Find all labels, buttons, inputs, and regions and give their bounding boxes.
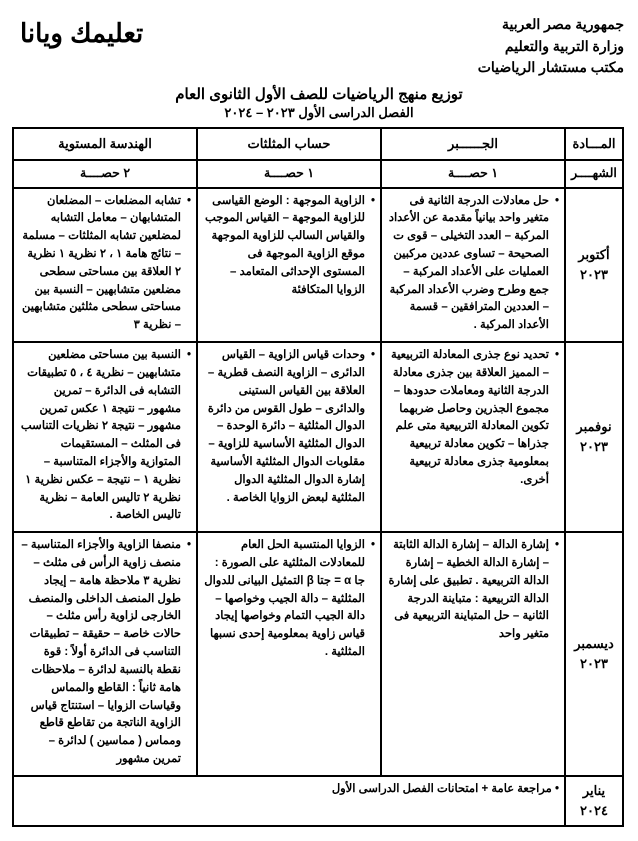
nov-trig: وحدات قياس الزاوية – القياس الدائرى – ال…	[197, 342, 381, 532]
month-december: ديسمبر ٢٠٢٣	[565, 532, 623, 776]
period-row: الشهــــر ١ حصــــة ١ حصــــة ٢ حصــــة	[13, 160, 623, 187]
ministry-line-1: جمهورية مصر العربية	[478, 14, 624, 36]
nov-geom: النسبة بين مساحتى مضلعين متشابهين – نظري…	[13, 342, 197, 532]
col-algebra: الجــــــبر	[381, 128, 565, 160]
row-december: ديسمبر ٢٠٢٣ إشارة الدالة – إشارة الدالة …	[13, 532, 623, 776]
ministry-line-2: وزارة التربية والتعليم	[478, 36, 624, 58]
period-2: ١ حصــــة	[197, 160, 381, 187]
month-january: يناير ٢٠٢٤	[565, 776, 623, 826]
row-october: أكتوبر ٢٠٢٣ حل معادلات الدرجة الثانية فى…	[13, 188, 623, 343]
doc-subtitle: الفصل الدراسى الأول ٢٠٢٣ – ٢٠٢٤	[14, 105, 624, 121]
row-january: يناير ٢٠٢٤ • مراجعة عامة + امتحانات الفص…	[13, 776, 623, 826]
watermark-text: تعليمك ويانا	[14, 14, 143, 49]
row-november: نوفمبر ٢٠٢٣ تحديد نوع جذرى المعادلة التر…	[13, 342, 623, 532]
oct-trig: الزاوية الموجهة : الوضع القياسى للزاوية …	[197, 188, 381, 343]
dec-algebra: إشارة الدالة – إشارة الدالة الثابتة – إش…	[381, 532, 565, 776]
period-1: ١ حصــــة	[381, 160, 565, 187]
oct-geom: تشابه المضلعات – المضلعان المتشابهان – م…	[13, 188, 197, 343]
nov-algebra: تحديد نوع جذرى المعادلة التربيعية – المم…	[381, 342, 565, 532]
col-subject: المـــادة	[565, 128, 623, 160]
dec-geom: منصفا الزاوية والأجزاء المتناسبة – منصف …	[13, 532, 197, 776]
header: جمهورية مصر العربية وزارة التربية والتعل…	[14, 14, 624, 79]
period-label: الشهــــر	[565, 160, 623, 187]
dec-trig: الزوايا المنتسبة الحل العام للمعادلات ال…	[197, 532, 381, 776]
curriculum-table: المـــادة الجــــــبر حساب المثلثات الهن…	[12, 127, 624, 827]
period-3: ٢ حصــــة	[13, 160, 197, 187]
header-row: المـــادة الجــــــبر حساب المثلثات الهن…	[13, 128, 623, 160]
jan-content: • مراجعة عامة + امتحانات الفصل الدراسى ا…	[13, 776, 565, 826]
doc-title: توزيع منهج الرياضيات للصف الأول الثانوى …	[14, 85, 624, 103]
col-trig: حساب المثلثات	[197, 128, 381, 160]
ministry-lines: جمهورية مصر العربية وزارة التربية والتعل…	[478, 14, 624, 79]
ministry-line-3: مكتب مستشار الرياضيات	[478, 57, 624, 79]
oct-algebra: حل معادلات الدرجة الثانية فى متغير واحد …	[381, 188, 565, 343]
col-geometry: الهندسة المستوية	[13, 128, 197, 160]
month-october: أكتوبر ٢٠٢٣	[565, 188, 623, 343]
month-november: نوفمبر ٢٠٢٣	[565, 342, 623, 532]
